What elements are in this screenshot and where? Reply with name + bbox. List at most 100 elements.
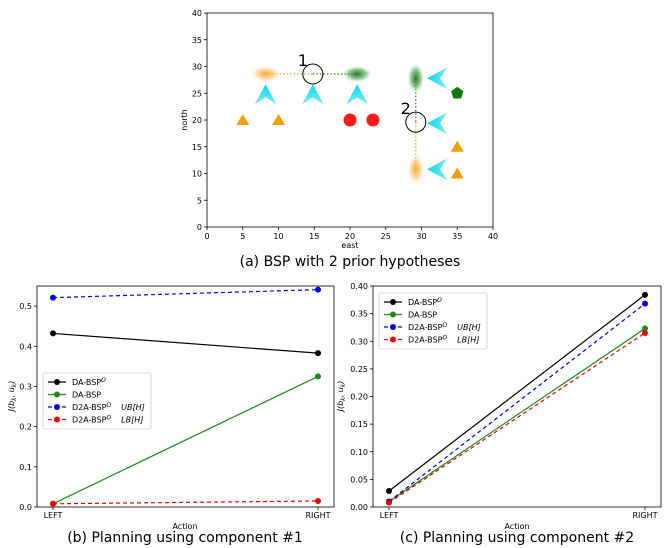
y-tick-label: 0.40 (350, 282, 368, 291)
y-tick-label: 0.00 (350, 503, 368, 512)
orange-triangle-landmark (236, 114, 250, 125)
legend-entry-sup: O (442, 322, 447, 329)
series-line (52, 500, 319, 505)
panel-c-chart: LEFT RIGHT 0.00 0.05 0.10 0.15 0.20 0.25 0.30 0.3… (336, 282, 662, 546)
decision-circle-label: 2 (401, 99, 411, 118)
panel-c-caption: (c) Planning using component #2 (400, 530, 634, 546)
green-pentagon-landmark (451, 86, 464, 99)
series-point (386, 487, 392, 494)
legend-entry-name: D2A-BSP (72, 416, 107, 425)
x-tick-label: 10 (273, 232, 283, 241)
legend-entry: DA-BSPO (72, 377, 106, 387)
series-point (386, 499, 392, 506)
legend-box (42, 372, 152, 430)
green-hypothesis-blob (406, 62, 425, 95)
panel-a-ticks: 0 5 10 15 20 25 30 35 40 0 5 10 15 20 25 30 35 40 (192, 9, 498, 241)
y-tick-label: 0.15 (350, 420, 368, 429)
legend-entry-name: DA-BSP (72, 378, 101, 387)
panel-a-xlabel: east (341, 241, 358, 250)
panel-b-caption: (b) Planning using component #1 (67, 530, 303, 546)
panel-a-caption: (a) BSP with 2 prior hypotheses (240, 254, 461, 270)
y-tick-label: 35 (192, 36, 202, 45)
legend-entry-name: D2A-BSP (408, 336, 443, 345)
legend-entry-sup: O (442, 335, 447, 342)
x-tick-label: RIGHT (305, 511, 330, 520)
y-tick-label: 0.25 (350, 365, 368, 374)
y-tick-label: 20 (192, 116, 202, 125)
x-tick-label: 30 (416, 232, 426, 241)
series-line (388, 328, 646, 502)
series-point (315, 497, 321, 504)
red-landmark-point (366, 113, 380, 127)
y-tick-label: 10 (192, 170, 202, 179)
legend-entry-suffix: LB[H] (457, 336, 479, 345)
cyan-camera-cone (427, 67, 448, 90)
y-tick-label: 0.4 (19, 342, 32, 351)
x-tick-label: 25 (381, 232, 391, 241)
legend-swatch-point (390, 299, 396, 305)
y-tick-label: 25 (192, 89, 202, 98)
legend-entry-sup: O (101, 377, 106, 384)
legend-swatch-point (54, 416, 60, 423)
legend-entry: D2A-BSPO LB[H] (408, 335, 479, 345)
series-point (50, 500, 56, 507)
legend-entry: DA-BSP (72, 391, 101, 400)
y-tick-label: 0.05 (350, 475, 368, 484)
panel-c-ticks: LEFT RIGHT 0.00 0.05 0.10 0.15 0.20 0.25 0.30 0.3… (350, 282, 657, 520)
y-tick-label: 15 (192, 143, 202, 152)
red-landmark-point (343, 113, 357, 127)
legend-swatch-point (390, 336, 396, 343)
panel-c-ylabel: J(bk, uk) (336, 381, 347, 414)
series-point (50, 294, 56, 301)
panel-c-series (386, 291, 648, 506)
y-tick-label: 0 (197, 223, 202, 232)
orange-triangle-landmark (450, 140, 464, 152)
legend-entry: DA-BSPO (408, 297, 442, 307)
y-tick-label: 0.30 (350, 337, 368, 346)
y-tick-label: 0.35 (350, 310, 368, 319)
y-tick-label: 0.0 (19, 503, 32, 512)
series-line (52, 375, 319, 505)
legend-swatch-point (390, 311, 396, 318)
panel-a-ylabel: north (180, 109, 189, 130)
orange-hypothesis-blob (249, 64, 282, 83)
series-point (315, 373, 321, 380)
series-line (388, 303, 646, 502)
panel-b-series (50, 286, 321, 507)
x-tick-label: 15 (309, 232, 319, 241)
legend-entry-name: D2A-BSP (408, 323, 443, 332)
legend-entry-suffix: UB[H] (121, 403, 145, 412)
series-point (642, 291, 648, 298)
cyan-camera-cone (301, 84, 324, 105)
x-tick-label: LEFT (380, 511, 399, 520)
orange-hypothesis-blob (406, 153, 425, 186)
series-point (642, 325, 648, 332)
series-line (52, 332, 319, 354)
x-tick-label: 0 (204, 232, 209, 241)
y-tick-label: 0.5 (19, 302, 32, 311)
x-tick-label: 40 (488, 232, 498, 241)
x-tick-label: 5 (240, 232, 245, 241)
legend-entry-name: D2A-BSP (72, 403, 107, 412)
y-tick-label: 0.2 (19, 423, 32, 432)
panel-b-ylabel: J(bk, uk) (7, 381, 18, 414)
legend-entry: DA-BSP (408, 311, 437, 320)
legend-box (378, 292, 488, 350)
legend-entry: D2A-BSPO LB[H] (72, 415, 143, 425)
series-point (50, 330, 56, 337)
panel-b-ticks: LEFT RIGHT 0.0 0.1 0.2 0.3 0.4 0.5 (19, 302, 330, 520)
panel-c-xlabel: Action (504, 522, 529, 531)
x-tick-label: LEFT (44, 511, 63, 520)
y-tick-label: 30 (192, 63, 202, 72)
legend-swatch-point (54, 379, 60, 385)
series-point (642, 300, 648, 307)
series-point (642, 329, 648, 336)
series-point (315, 286, 321, 293)
x-tick-label: RIGHT (632, 511, 657, 520)
cyan-camera-cone (346, 84, 369, 105)
y-tick-label: 40 (192, 9, 202, 18)
